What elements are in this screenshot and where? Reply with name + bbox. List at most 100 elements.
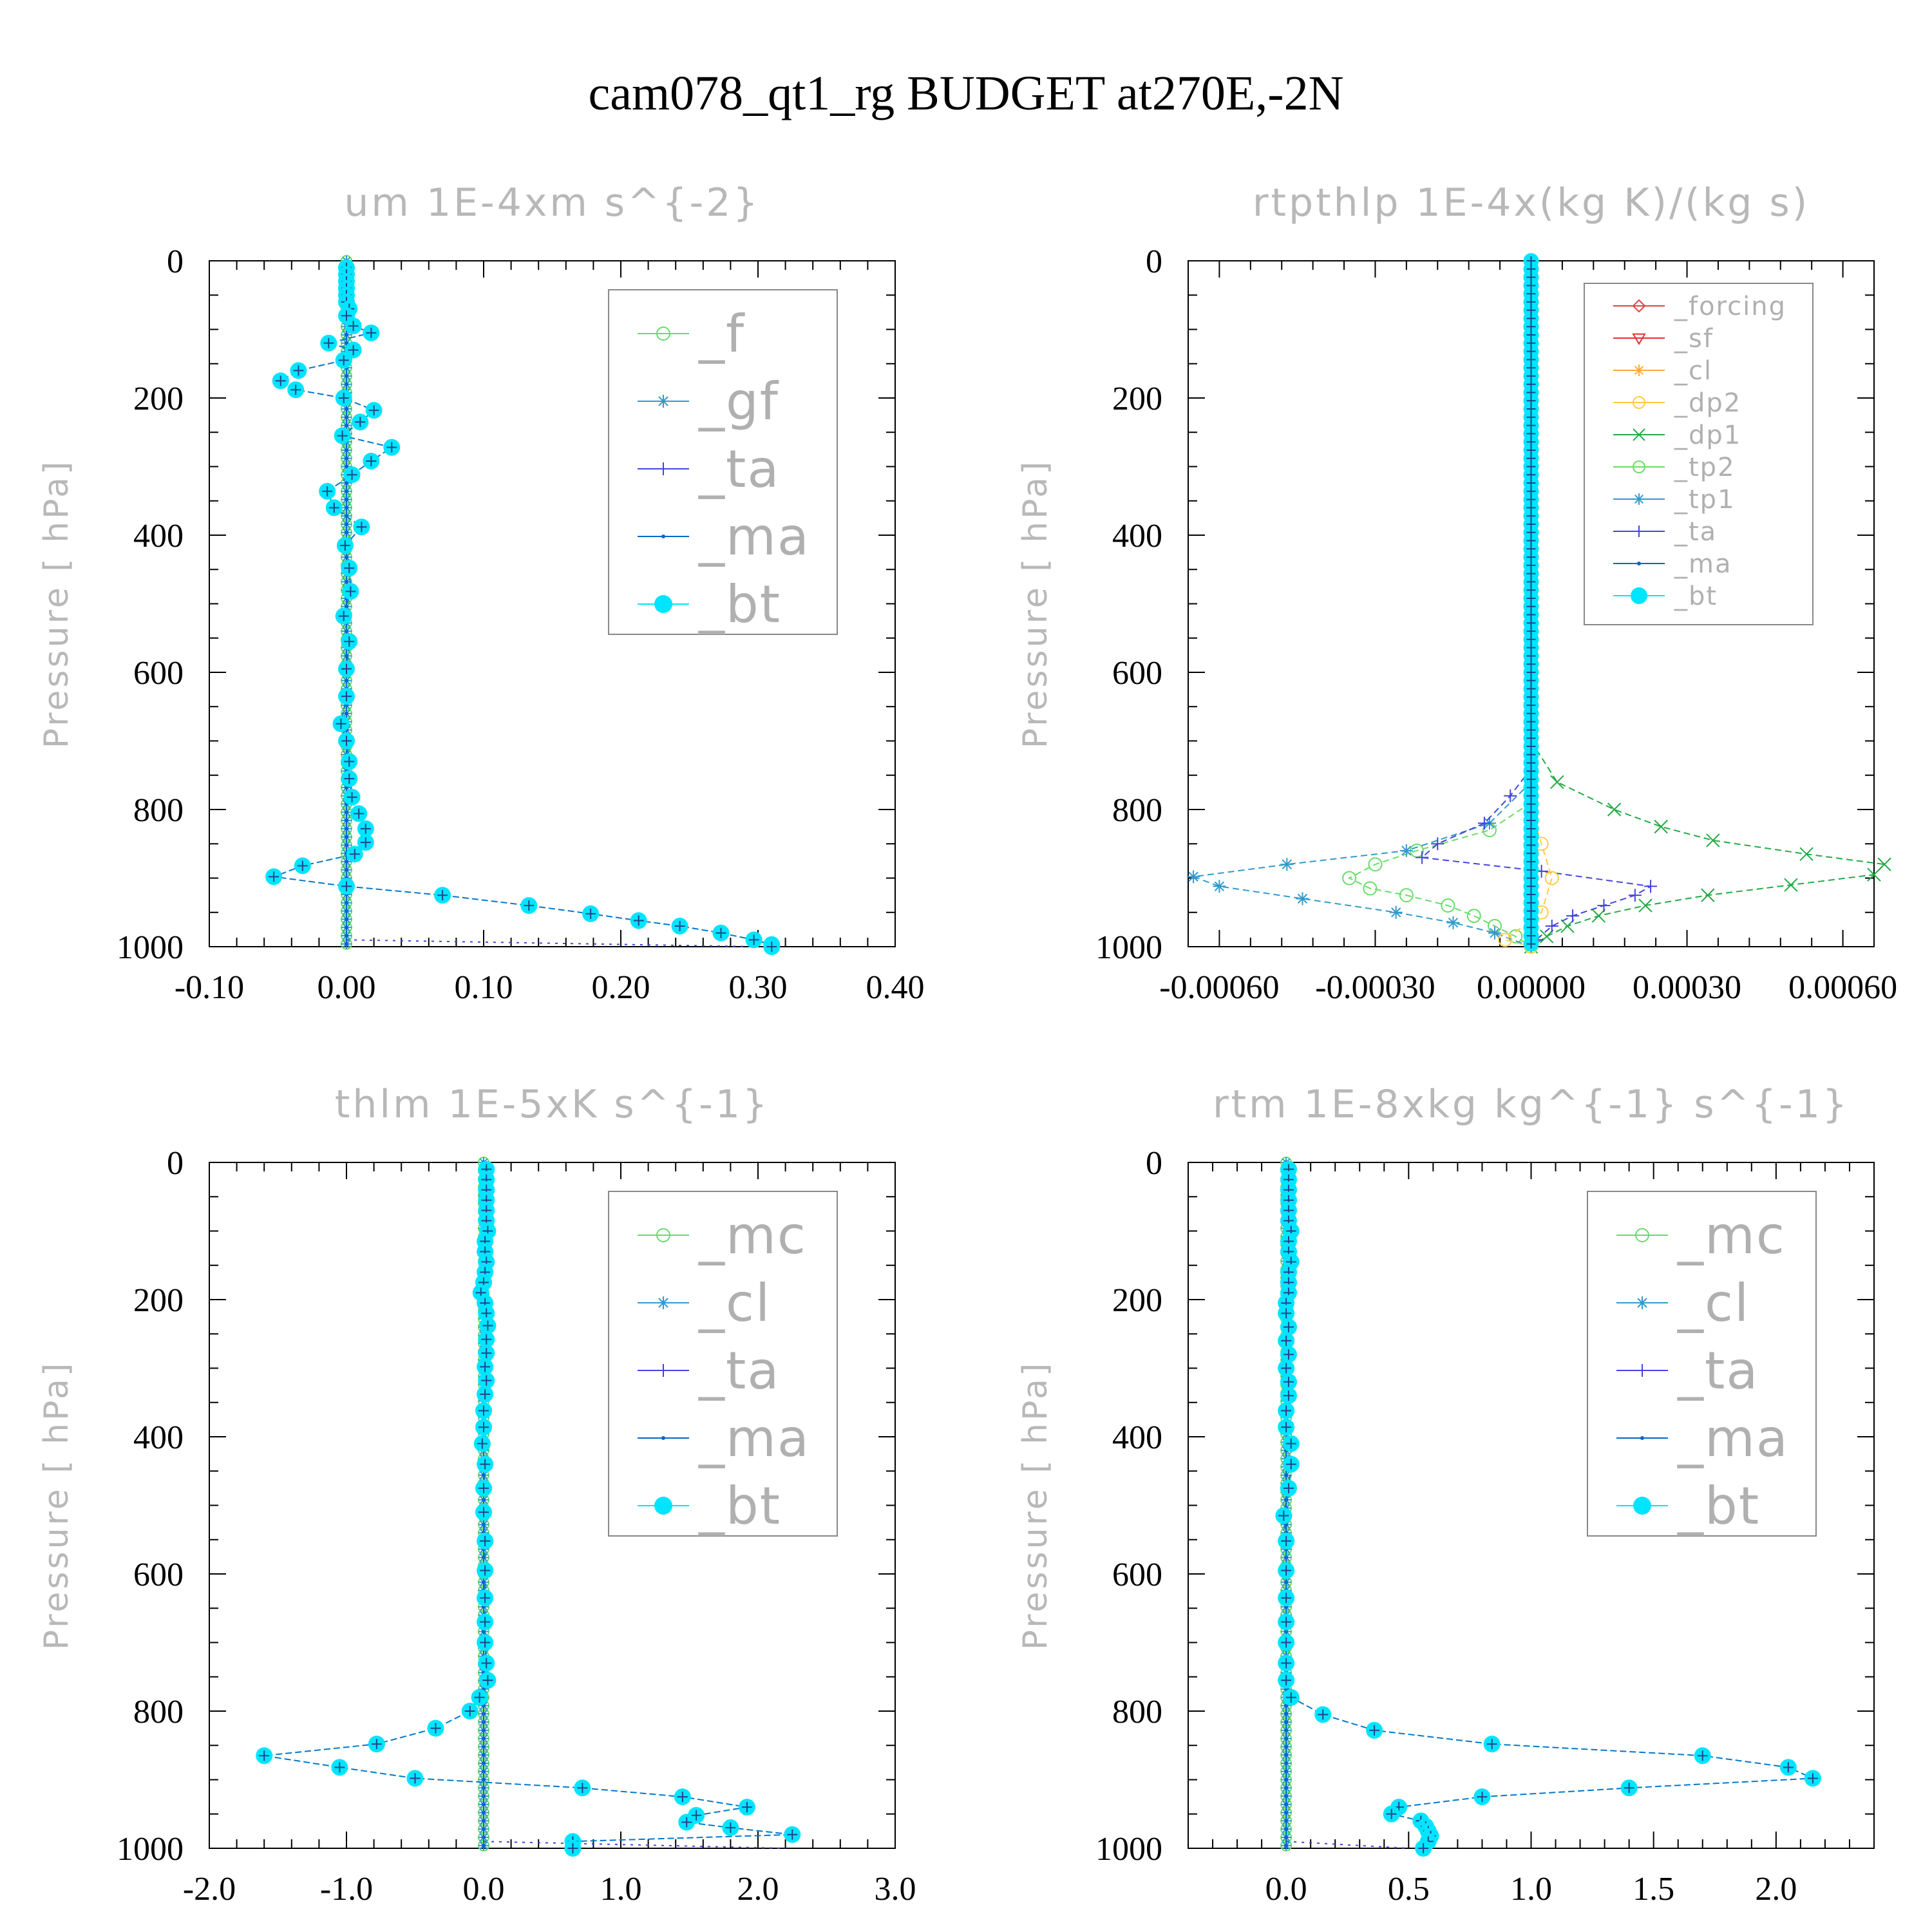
legend-entry: _cl <box>1674 356 1712 386</box>
series-point_tp2 <box>1441 898 1455 913</box>
series-point_ma <box>345 497 348 502</box>
series-point-ta <box>1526 338 1536 348</box>
series-point-ta <box>371 1739 382 1750</box>
series-point-ta <box>344 756 355 767</box>
series-point_tp2 <box>1399 888 1414 903</box>
series-point-ta <box>1526 396 1536 406</box>
series-point_ma <box>1284 1843 1289 1848</box>
series-point_dp1 <box>1591 909 1606 923</box>
series-point_tp2 <box>1368 857 1383 872</box>
x-tick-label: 0.5 <box>1388 1871 1430 1908</box>
series-point-ta <box>1526 890 1536 900</box>
x-tick-label: 0.00030 <box>1633 969 1741 1006</box>
series-point-ta <box>787 1829 798 1840</box>
series-point-ta <box>345 586 356 597</box>
series-point_dp1 <box>1560 919 1575 933</box>
series-point-ta <box>1526 495 1536 504</box>
series-point_ma <box>482 1827 486 1832</box>
legend-entry: _tp1 <box>1674 485 1736 515</box>
series-point-ta <box>354 808 365 819</box>
series-point-ta <box>674 921 685 932</box>
series-point-ta <box>1281 1335 1292 1346</box>
series-point-ta <box>1526 758 1536 768</box>
x-tick-label: 0.40 <box>866 969 925 1006</box>
series-point_tp1 <box>1488 926 1502 940</box>
series-point-ta <box>1526 527 1536 537</box>
legend-marker <box>1632 299 1646 313</box>
series-point-ta <box>1526 544 1536 554</box>
series-point-ta <box>1526 421 1536 430</box>
series-point_ma <box>345 456 348 460</box>
series-point_ta <box>1628 889 1642 902</box>
series-point-ta <box>478 1422 489 1433</box>
legend-entry: _bt <box>1674 582 1718 611</box>
y-tick-label: 0 <box>167 1145 184 1182</box>
series-point-ta <box>1281 1658 1292 1669</box>
figure-title: cam078_qt1_rg BUDGET at270E,-2N <box>589 66 1344 120</box>
series-point-ta <box>1526 322 1536 332</box>
series-point_ma <box>1284 1827 1289 1832</box>
series-point_ma <box>1284 1761 1289 1765</box>
series-point-ta <box>341 691 352 702</box>
y-axis-label: Pressure [ hPa] <box>1016 459 1055 749</box>
series-point-ta <box>1285 1459 1296 1470</box>
series-point_ma <box>345 678 348 683</box>
legend-entry: _cl <box>1677 1273 1750 1333</box>
y-axis-label: Pressure [ hPa] <box>37 1361 76 1651</box>
series-point_tp1 <box>1446 916 1460 929</box>
series-point-ta <box>481 1658 492 1669</box>
legend-marker <box>1635 1228 1649 1242</box>
series-point-ta <box>585 908 596 919</box>
series-point_dp1 <box>1784 878 1798 892</box>
legend-marker <box>656 1228 670 1242</box>
series-point-ta <box>410 1773 421 1784</box>
series-point_ta <box>1416 851 1429 864</box>
series-point-ta <box>766 942 777 952</box>
legend-marker <box>1636 1364 1649 1377</box>
series-point-ta <box>1526 363 1536 373</box>
series-point-ta <box>1526 601 1536 611</box>
series-point_ma <box>482 1835 486 1839</box>
legend-box <box>1584 283 1814 625</box>
series-point-ta <box>1526 478 1536 488</box>
x-tick-label: 1.0 <box>600 1871 642 1908</box>
series-point-ta <box>480 1565 491 1576</box>
series-point-ta <box>1526 791 1536 800</box>
legend-entry: _bt <box>698 574 781 634</box>
series-point-ta <box>1526 923 1536 933</box>
series-point-ta <box>481 1375 492 1386</box>
legend-marker <box>657 1364 670 1377</box>
series-point-ta <box>437 890 448 901</box>
series-point-ta <box>1526 808 1536 817</box>
series-point_ma <box>345 522 348 526</box>
series-point-ta <box>275 375 286 386</box>
series-point-ta <box>344 773 355 784</box>
series-point_ma <box>345 382 348 386</box>
series-point_ma <box>482 1736 486 1741</box>
series-point_ma <box>1284 1819 1289 1823</box>
series-point-ta <box>1526 873 1536 883</box>
series-line-bt <box>264 1169 793 1848</box>
series-point_ma <box>345 374 348 378</box>
y-tick-label: 600 <box>1112 1557 1162 1593</box>
series-point-ta <box>1526 659 1536 669</box>
series-point-ta <box>297 860 308 871</box>
series-point_ma <box>1284 1712 1289 1716</box>
series-point_ma <box>345 826 348 831</box>
series-line_tp2 <box>1347 802 1532 947</box>
y-tick-label: 200 <box>133 1282 184 1319</box>
series-point-ta <box>482 1675 493 1686</box>
series-point_dp2 <box>1544 871 1559 886</box>
series-point-ta <box>346 469 357 480</box>
series-point_ma <box>1284 1473 1289 1477</box>
series-point-ta <box>1526 865 1536 875</box>
x-tick-label: 3.0 <box>875 1871 916 1908</box>
series-point-ta <box>1526 684 1536 694</box>
series-point_ma <box>482 1473 486 1477</box>
series-point-ta <box>341 881 352 892</box>
series-point-ta <box>259 1750 270 1761</box>
series-point-ta <box>1281 1363 1292 1374</box>
y-tick-label: 400 <box>1112 518 1162 554</box>
y-tick-label: 1000 <box>1095 1831 1162 1868</box>
panel-rtpthlp: rtpthlp 1E-4x(kg K)/(kg s) Pressure [ hPa… <box>1016 180 1897 1006</box>
